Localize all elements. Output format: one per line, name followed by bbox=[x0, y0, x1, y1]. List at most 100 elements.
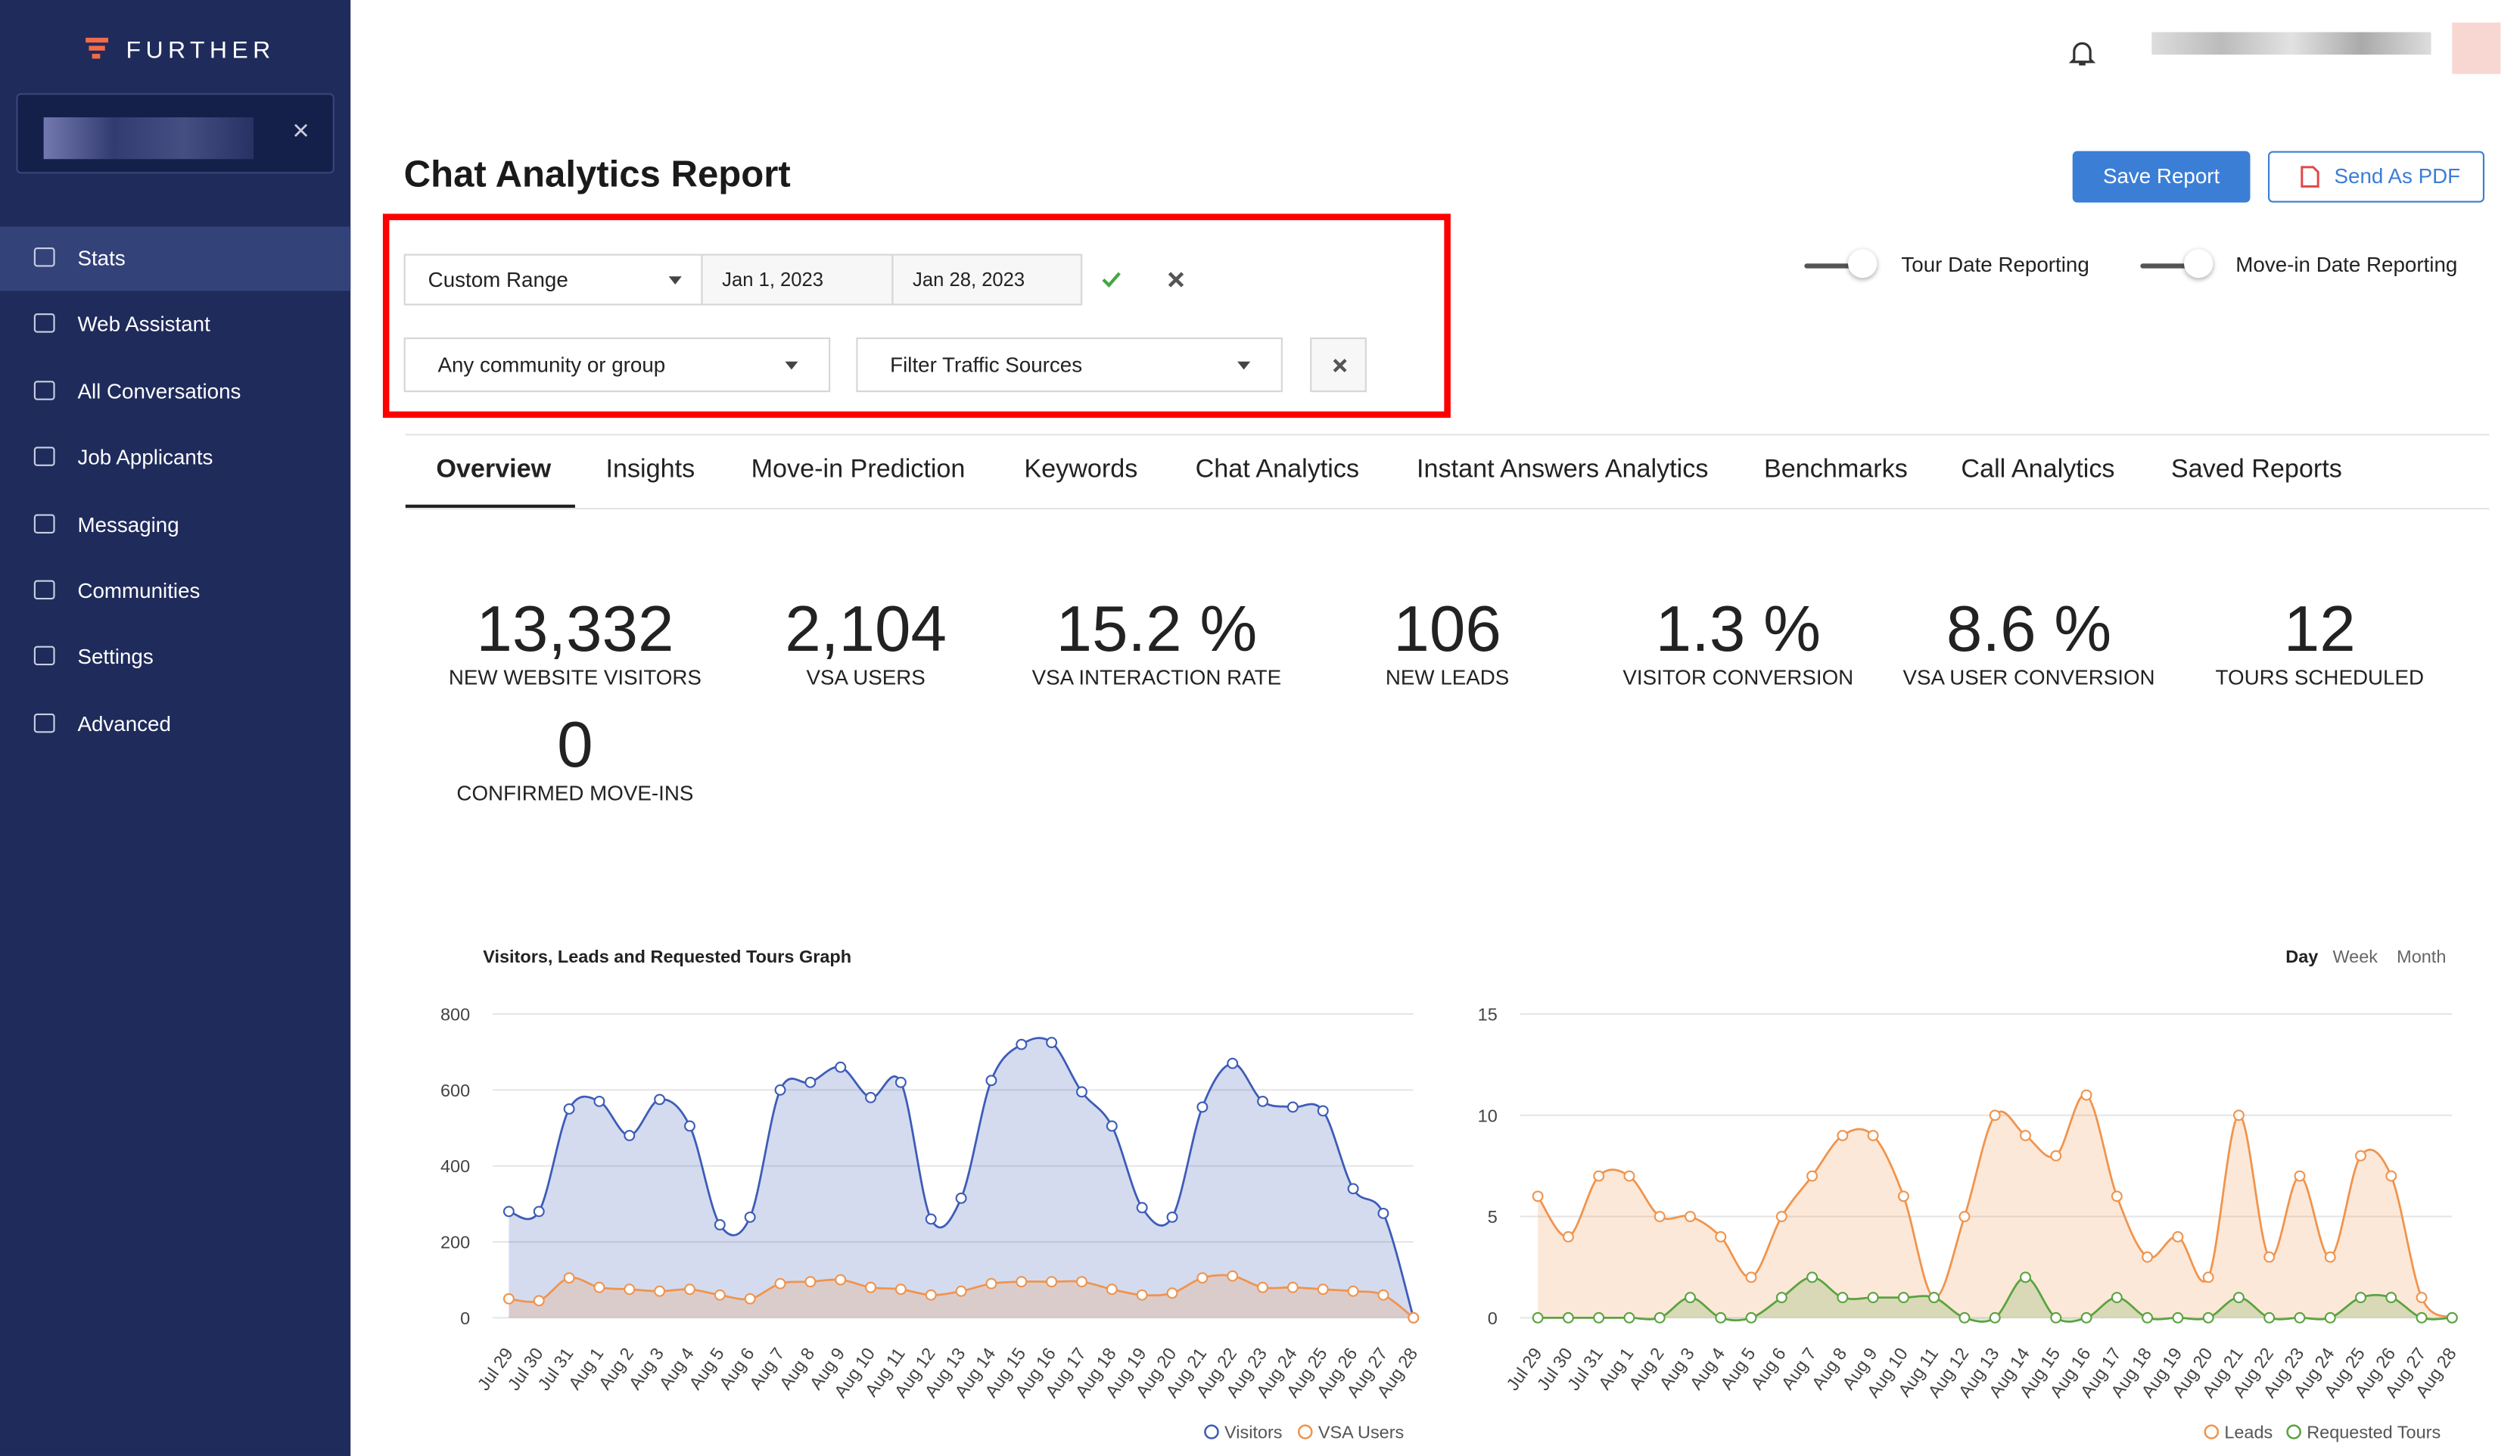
community-text: Any community or group bbox=[437, 353, 666, 377]
data-point bbox=[985, 1075, 997, 1087]
stat-value: 1.3 % bbox=[1655, 594, 1822, 666]
brand: FURTHER bbox=[126, 36, 275, 64]
stat-label: NEW WEBSITE VISITORS bbox=[448, 665, 702, 690]
tab[interactable]: Keywords bbox=[1024, 456, 1138, 484]
nav-item[interactable]: All Conversations bbox=[0, 359, 350, 424]
data-point bbox=[1745, 1311, 1757, 1324]
nav-item[interactable]: Advanced bbox=[0, 692, 350, 757]
data-point bbox=[865, 1281, 877, 1293]
stat-label: CONFIRMED MOVE-INS bbox=[456, 781, 694, 805]
legend-label[interactable]: Visitors bbox=[1224, 1423, 1283, 1442]
data-point bbox=[2050, 1311, 2062, 1324]
nav-item[interactable]: Stats bbox=[0, 226, 351, 291]
data-point bbox=[894, 1283, 907, 1296]
tab[interactable]: Insights bbox=[605, 456, 695, 484]
data-point bbox=[985, 1277, 997, 1290]
active-tab-underline bbox=[405, 504, 575, 509]
toggle-track[interactable] bbox=[2140, 263, 2195, 269]
sidebar: FURTHER × Stats Web Assistant All Conversa… bbox=[0, 0, 351, 1456]
data-point bbox=[744, 1293, 756, 1305]
data-point bbox=[1016, 1038, 1028, 1050]
data-point bbox=[1377, 1289, 1389, 1301]
data-point bbox=[1075, 1086, 1087, 1098]
range-dropdown[interactable]: Custom Range bbox=[403, 254, 703, 306]
legend-label[interactable]: Requested Tours bbox=[2307, 1423, 2441, 1442]
data-point bbox=[774, 1084, 786, 1096]
data-point bbox=[1928, 1292, 1940, 1304]
data-point bbox=[1715, 1311, 1727, 1324]
toggle-track[interactable] bbox=[1804, 263, 1859, 269]
legend-marker[interactable] bbox=[1204, 1424, 1219, 1439]
data-point bbox=[1897, 1292, 1909, 1304]
legend-marker[interactable] bbox=[2286, 1424, 2301, 1439]
stat-value: 106 bbox=[1393, 594, 1501, 666]
nav-item[interactable]: Web Assistant bbox=[0, 293, 350, 357]
data-point bbox=[1775, 1292, 1787, 1304]
legend-label[interactable]: Leads bbox=[2224, 1423, 2273, 1442]
data-point bbox=[1106, 1120, 1118, 1132]
data-point bbox=[835, 1061, 847, 1073]
y-tick-label: 600 bbox=[440, 1081, 470, 1100]
traffic-dropdown[interactable]: Filter Traffic Sources bbox=[856, 337, 1283, 393]
data-point bbox=[774, 1277, 786, 1290]
clear-icon[interactable]: × bbox=[292, 114, 310, 147]
data-point bbox=[2232, 1292, 2245, 1304]
stat-label: VSA USERS bbox=[806, 665, 926, 690]
account-selector[interactable]: × bbox=[16, 93, 334, 174]
nav-item[interactable]: Job Applicants bbox=[0, 426, 350, 490]
data-point bbox=[744, 1211, 756, 1223]
stat-value: 13,332 bbox=[476, 594, 674, 666]
period-option[interactable]: Day bbox=[2285, 947, 2318, 966]
toggle-knob[interactable] bbox=[1847, 249, 1878, 278]
apply-icon[interactable] bbox=[1100, 269, 1123, 291]
data-point bbox=[1806, 1271, 1818, 1283]
cancel-icon[interactable] bbox=[1166, 270, 1186, 289]
bell-icon[interactable] bbox=[2067, 39, 2096, 67]
data-point bbox=[2355, 1150, 2366, 1162]
tab[interactable]: Overview bbox=[436, 456, 552, 484]
tab[interactable]: Move-in Prediction bbox=[751, 456, 966, 484]
toggle-label: Tour Date Reporting bbox=[1901, 252, 2089, 277]
tab[interactable]: Instant Answers Analytics bbox=[1417, 456, 1709, 484]
data-point bbox=[1867, 1130, 1879, 1141]
tab[interactable]: Call Analytics bbox=[1961, 456, 2115, 484]
nav-label: All Conversations bbox=[77, 378, 241, 403]
series-area bbox=[509, 1038, 1414, 1318]
nav-item[interactable]: Settings bbox=[0, 626, 350, 690]
start-date[interactable]: Jan 1, 2023 bbox=[701, 254, 894, 306]
avatar[interactable] bbox=[2452, 22, 2501, 74]
tab[interactable]: Saved Reports bbox=[2170, 456, 2342, 484]
data-point bbox=[925, 1289, 937, 1301]
data-point bbox=[1958, 1211, 1971, 1222]
data-point bbox=[654, 1285, 666, 1297]
data-point bbox=[2202, 1271, 2214, 1283]
nav-item[interactable]: Messaging bbox=[0, 493, 350, 557]
send-pdf-button[interactable]: Send As PDF bbox=[2267, 151, 2485, 203]
data-point bbox=[1593, 1311, 1605, 1324]
nav-item[interactable]: Communities bbox=[0, 559, 350, 624]
data-point bbox=[2142, 1251, 2154, 1263]
toggle-knob[interactable] bbox=[2183, 249, 2214, 278]
legend-marker[interactable] bbox=[2204, 1424, 2220, 1439]
period-option[interactable]: Week bbox=[2332, 947, 2378, 966]
legend-label[interactable]: VSA Users bbox=[1318, 1423, 1404, 1442]
page-title: Chat Analytics Report bbox=[403, 152, 791, 194]
y-tick-label: 5 bbox=[1488, 1207, 1498, 1227]
period-option[interactable]: Month bbox=[2397, 947, 2446, 966]
community-dropdown[interactable]: Any community or group bbox=[403, 337, 831, 393]
end-date[interactable]: Jan 28, 2023 bbox=[891, 254, 1083, 306]
data-point bbox=[865, 1091, 877, 1103]
chart-title: Visitors, Leads and Requested Tours Grap… bbox=[483, 947, 851, 966]
clear-filters[interactable] bbox=[1310, 337, 1367, 393]
legend-marker[interactable] bbox=[1297, 1424, 1313, 1439]
save-report-button[interactable]: Save Report bbox=[2072, 151, 2251, 203]
stat-label: VISITOR CONVERSION bbox=[1622, 665, 1854, 690]
data-point bbox=[2263, 1311, 2276, 1324]
data-point bbox=[684, 1283, 695, 1296]
y-tick-label: 0 bbox=[1488, 1308, 1498, 1328]
data-point bbox=[804, 1076, 817, 1088]
data-point bbox=[1136, 1202, 1148, 1214]
tab[interactable]: Benchmarks bbox=[1763, 456, 1908, 484]
tab-divider bbox=[405, 508, 2490, 510]
tab[interactable]: Chat Analytics bbox=[1195, 456, 1360, 484]
